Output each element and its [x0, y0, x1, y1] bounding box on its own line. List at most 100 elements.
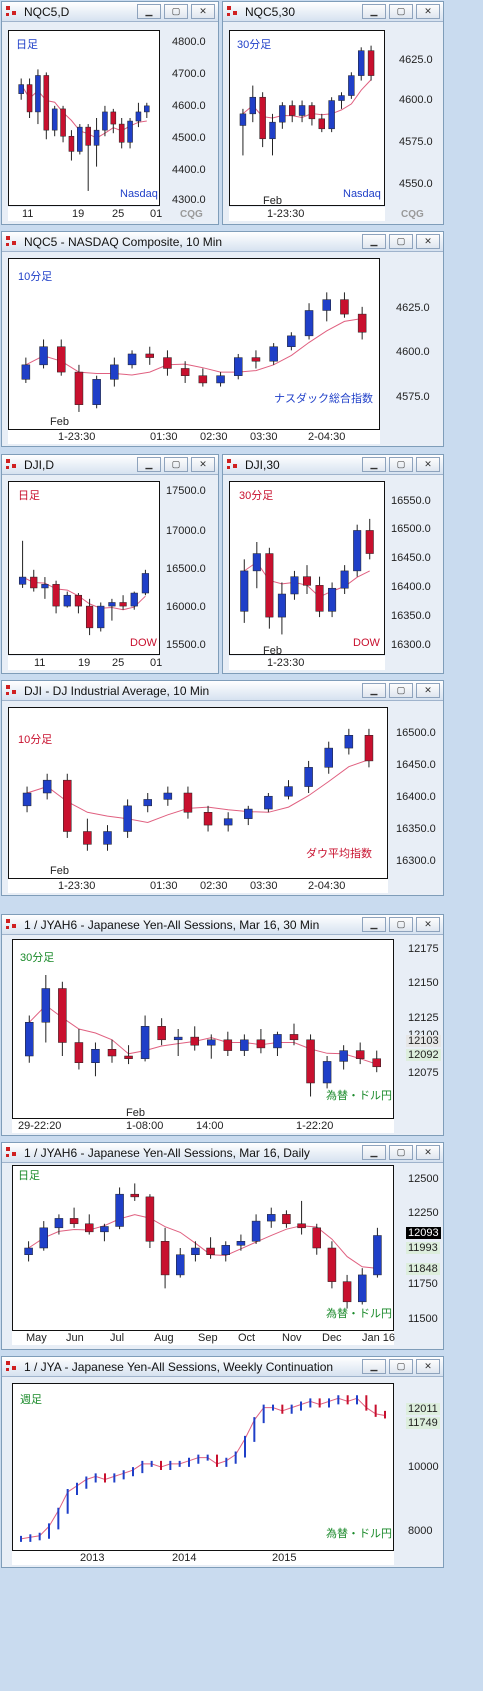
- close-button[interactable]: ✕: [416, 917, 440, 932]
- candle: [358, 50, 365, 76]
- titlebar[interactable]: 1 / JYAH6 - Japanese Yen-All Sessions, M…: [2, 915, 443, 935]
- candle: [279, 105, 286, 123]
- candle: [358, 1274, 367, 1303]
- close-button[interactable]: ✕: [416, 457, 440, 472]
- maximize-button[interactable]: ▢: [389, 234, 413, 249]
- candle: [22, 792, 32, 807]
- x-axis: [12, 1331, 394, 1345]
- plot-area[interactable]: [229, 30, 385, 206]
- watermark-label: DOW: [130, 637, 157, 649]
- y-tick-label: 11500: [408, 1313, 438, 1325]
- candle: [25, 1022, 34, 1057]
- maximize-button[interactable]: ▢: [389, 917, 413, 932]
- plot-area[interactable]: [12, 1383, 394, 1551]
- candle: [74, 594, 83, 607]
- titlebar[interactable]: 1 / JYAH6 - Japanese Yen-All Sessions, M…: [2, 1143, 443, 1163]
- plot-area[interactable]: [12, 939, 394, 1119]
- candle: [355, 1050, 365, 1059]
- candle: [328, 100, 335, 130]
- titlebar[interactable]: NQC5,30 ▁ ▢ ✕: [223, 2, 443, 22]
- window-jyah6-30[interactable]: 1 / JYAH6 - Japanese Yen-All Sessions, M…: [1, 914, 444, 1136]
- close-button[interactable]: ✕: [416, 1359, 440, 1374]
- x-tick-label: 1-23:30: [267, 657, 305, 669]
- candle: [107, 1049, 117, 1057]
- candle: [203, 812, 213, 826]
- plot-area[interactable]: [8, 481, 160, 655]
- x-tick-label: 25: [112, 657, 125, 669]
- minimize-button[interactable]: ▁: [362, 457, 386, 472]
- window-dji-30[interactable]: DJI,30 ▁ ▢ ✕ 30分足 DOW 16550.0 16500.0 1645…: [222, 454, 444, 674]
- x-tick-label: Aug: [154, 1332, 174, 1344]
- maximize-button[interactable]: ▢: [389, 1359, 413, 1374]
- chart-svg: [24, 1183, 382, 1309]
- candle: [198, 375, 208, 384]
- plot-area[interactable]: [8, 30, 160, 206]
- window-dji-10[interactable]: DJI - DJ Industrial Average, 10 Min ▁ ▢ ✕ …: [1, 680, 444, 896]
- titlebar[interactable]: NQC5,D ▁ ▢ ✕: [2, 2, 218, 22]
- plot-area[interactable]: [229, 481, 385, 655]
- window-nqc5-30[interactable]: NQC5,30 ▁ ▢ ✕ 30分足 Nasdaq 4625.0 4600.0 45…: [222, 1, 444, 225]
- watermark-label: Nasdaq: [343, 188, 381, 200]
- minimize-button[interactable]: ▁: [137, 4, 161, 19]
- titlebar[interactable]: 1 / JYA - Japanese Yen-All Sessions, Wee…: [2, 1357, 443, 1377]
- window-dji-d[interactable]: DJI,D ▁ ▢ ✕ 日足 DOW 17500.0 17000.0 16500.0…: [1, 454, 219, 674]
- maximize-button[interactable]: ▢: [389, 4, 413, 19]
- watermark-label: 為替・ドル円: [326, 1090, 392, 1102]
- close-button[interactable]: ✕: [191, 457, 215, 472]
- candle: [57, 346, 66, 373]
- titlebar[interactable]: DJI - DJ Industrial Average, 10 Min ▁ ▢ ✕: [2, 681, 443, 701]
- plot-area[interactable]: [8, 707, 388, 879]
- moving-average-line: [20, 84, 147, 139]
- window-jya-w[interactable]: 1 / JYA - Japanese Yen-All Sessions, Wee…: [1, 1356, 444, 1568]
- minimize-button[interactable]: ▁: [362, 1359, 386, 1374]
- close-button[interactable]: ✕: [416, 1145, 440, 1160]
- window-nqc5-d[interactable]: NQC5,D ▁ ▢ ✕ 日足 Nasdaq 4800.0 4700.0 4600.…: [1, 1, 219, 225]
- y-tick-label: 4600.0: [399, 94, 433, 106]
- candle: [322, 1061, 332, 1084]
- maximize-button[interactable]: ▢: [164, 457, 188, 472]
- maximize-button[interactable]: ▢: [389, 457, 413, 472]
- window-title: DJI - DJ Industrial Average, 10 Min: [24, 684, 210, 698]
- candle: [289, 1034, 299, 1041]
- plot-area[interactable]: [12, 1165, 394, 1331]
- minimize-button[interactable]: ▁: [362, 1145, 386, 1160]
- x-axis: [12, 1551, 394, 1565]
- window-jyah6-d[interactable]: 1 / JYAH6 - Japanese Yen-All Sessions, M…: [1, 1142, 444, 1350]
- candle: [318, 118, 325, 130]
- minimize-button[interactable]: ▁: [137, 457, 161, 472]
- price-label: 12092: [406, 1049, 441, 1061]
- close-button[interactable]: ✕: [416, 683, 440, 698]
- titlebar[interactable]: DJI,30 ▁ ▢ ✕: [223, 455, 443, 475]
- x-tick-label: Jan 16: [362, 1332, 396, 1344]
- candle: [304, 767, 313, 787]
- plot-area[interactable]: [8, 258, 380, 430]
- candle: [68, 135, 75, 152]
- y-tick-label: 16450.0: [396, 759, 436, 771]
- x-tick-label: 01:30: [150, 880, 178, 892]
- maximize-button[interactable]: ▢: [164, 4, 188, 19]
- x-tick-label: 25: [112, 208, 125, 220]
- candle: [306, 1039, 315, 1084]
- chart-svg: [240, 518, 374, 635]
- titlebar[interactable]: NQC5 - NASDAQ Composite, 10 Min ▁ ▢ ✕: [2, 232, 443, 252]
- x-tick-label: 01: [150, 657, 163, 669]
- candle: [91, 1049, 100, 1063]
- minimize-button[interactable]: ▁: [362, 4, 386, 19]
- month-label: Feb: [50, 865, 69, 877]
- candle: [373, 1235, 382, 1276]
- close-button[interactable]: ✕: [191, 4, 215, 19]
- y-tick-label: 12500: [408, 1173, 439, 1185]
- chart-window-icon: [6, 1147, 18, 1158]
- close-button[interactable]: ✕: [416, 234, 440, 249]
- close-button[interactable]: ✕: [416, 4, 440, 19]
- minimize-button[interactable]: ▁: [362, 683, 386, 698]
- candle: [39, 1227, 48, 1249]
- maximize-button[interactable]: ▢: [389, 683, 413, 698]
- minimize-button[interactable]: ▁: [362, 234, 386, 249]
- maximize-button[interactable]: ▢: [389, 1145, 413, 1160]
- window-nqc5-10[interactable]: NQC5 - NASDAQ Composite, 10 Min ▁ ▢ ✕ 10分足…: [1, 231, 444, 447]
- candle: [302, 576, 312, 586]
- titlebar[interactable]: DJI,D ▁ ▢ ✕: [2, 455, 218, 475]
- minimize-button[interactable]: ▁: [362, 917, 386, 932]
- candle: [249, 96, 256, 115]
